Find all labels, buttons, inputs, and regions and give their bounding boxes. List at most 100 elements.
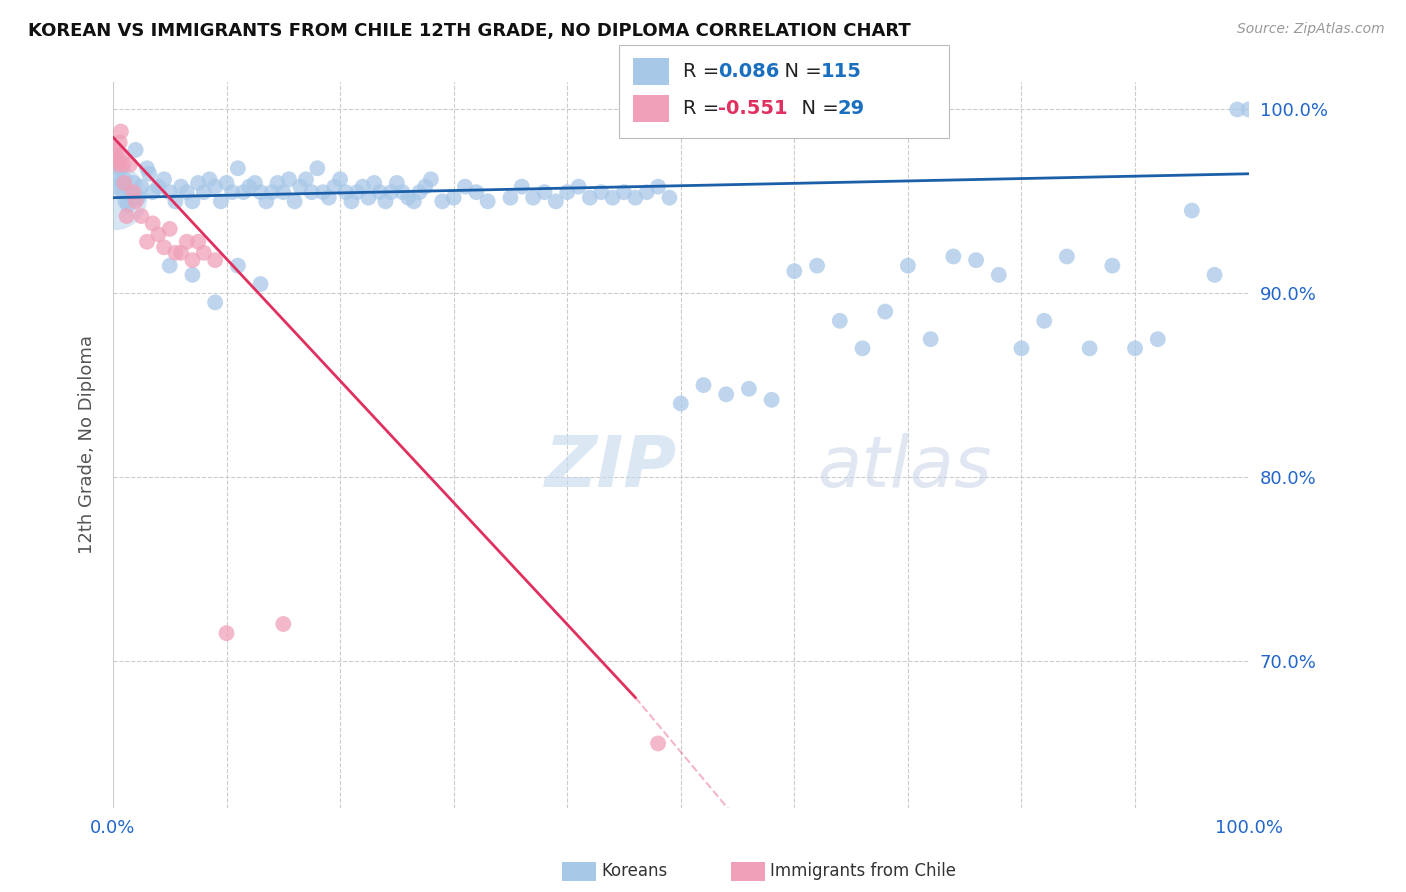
Point [112, 176, 135, 190]
Point [124, 194, 146, 209]
Point [238, 179, 260, 194]
Point [391, 185, 413, 199]
Point [335, 185, 357, 199]
Point [363, 176, 385, 190]
Text: atlas: atlas [817, 434, 991, 502]
Point [204, 253, 226, 268]
Point [112, 172, 135, 186]
Point [148, 179, 170, 194]
Text: Immigrants from Chile: Immigrants from Chile [770, 863, 956, 880]
Point [198, 172, 221, 186]
Point [187, 235, 209, 249]
Point [176, 235, 198, 249]
Point [260, 185, 283, 199]
Point [108, 153, 131, 168]
Point [368, 185, 391, 199]
Point [193, 245, 215, 260]
Point [107, 153, 129, 168]
Point [374, 194, 396, 209]
Point [105, 179, 128, 194]
Point [1078, 342, 1101, 356]
Point [209, 194, 232, 209]
Point [443, 191, 465, 205]
Text: 0.086: 0.086 [718, 62, 780, 81]
Point [110, 161, 132, 176]
Point [226, 161, 249, 176]
Point [716, 387, 738, 401]
Point [254, 194, 277, 209]
Point [533, 185, 555, 199]
Point [148, 227, 170, 242]
Point [1146, 332, 1168, 346]
Point [602, 191, 624, 205]
Point [249, 185, 271, 199]
Point [170, 245, 193, 260]
Point [114, 194, 136, 209]
Point [136, 235, 159, 249]
Point [567, 179, 589, 194]
Point [920, 332, 942, 346]
Point [806, 259, 828, 273]
Point [181, 194, 204, 209]
Point [111, 176, 134, 190]
Point [284, 194, 307, 209]
Point [636, 185, 658, 199]
Point [104, 191, 127, 205]
Point [271, 185, 294, 199]
Point [357, 191, 380, 205]
Point [544, 194, 567, 209]
Point [204, 179, 226, 194]
Point [1181, 203, 1204, 218]
Point [271, 617, 294, 632]
Point [307, 161, 329, 176]
Point [122, 176, 145, 190]
Point [312, 185, 335, 199]
Text: 115: 115 [821, 62, 862, 81]
Point [136, 161, 159, 176]
Point [153, 172, 176, 186]
Point [1204, 268, 1226, 282]
Point [419, 172, 441, 186]
Text: -0.551: -0.551 [718, 99, 789, 119]
Point [165, 194, 187, 209]
Point [181, 268, 204, 282]
Point [1033, 314, 1056, 328]
Point [510, 179, 533, 194]
Point [243, 176, 266, 190]
Point [159, 185, 181, 199]
Point [942, 250, 965, 264]
Point [176, 185, 198, 199]
Point [193, 185, 215, 199]
Text: N =: N = [789, 99, 845, 119]
Point [1123, 342, 1146, 356]
Point [110, 124, 132, 138]
Point [278, 172, 301, 186]
Point [465, 185, 488, 199]
Point [1101, 259, 1123, 273]
Point [340, 194, 363, 209]
Point [1011, 342, 1033, 356]
Point [346, 185, 368, 199]
Point [385, 176, 408, 190]
Point [965, 253, 987, 268]
Point [402, 194, 425, 209]
Point [112, 185, 135, 199]
Point [138, 167, 160, 181]
Point [579, 191, 602, 205]
Point [658, 191, 681, 205]
Point [105, 148, 128, 162]
Point [477, 194, 499, 209]
Text: 29: 29 [838, 99, 865, 119]
Point [290, 179, 312, 194]
Point [738, 382, 761, 396]
Point [329, 172, 352, 186]
Point [249, 277, 271, 291]
Point [159, 222, 181, 236]
Point [591, 185, 613, 199]
Point [987, 268, 1010, 282]
Point [117, 198, 139, 212]
Point [127, 191, 149, 205]
Point [232, 185, 254, 199]
Point [159, 259, 181, 273]
Point [555, 185, 578, 199]
